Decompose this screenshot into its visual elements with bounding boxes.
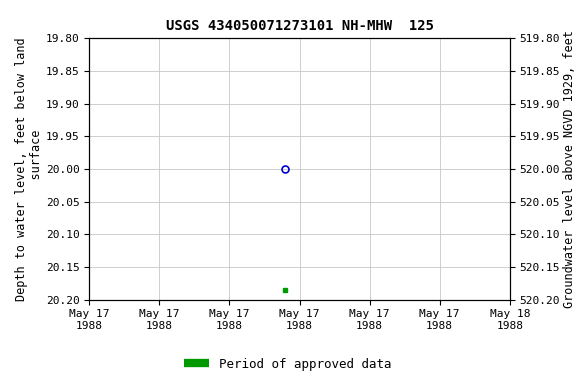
Y-axis label: Groundwater level above NGVD 1929, feet: Groundwater level above NGVD 1929, feet (563, 30, 576, 308)
Title: USGS 434050071273101 NH-MHW  125: USGS 434050071273101 NH-MHW 125 (165, 19, 434, 33)
Legend: Period of approved data: Period of approved data (179, 353, 397, 376)
Y-axis label: Depth to water level, feet below land
    surface: Depth to water level, feet below land su… (15, 37, 43, 301)
